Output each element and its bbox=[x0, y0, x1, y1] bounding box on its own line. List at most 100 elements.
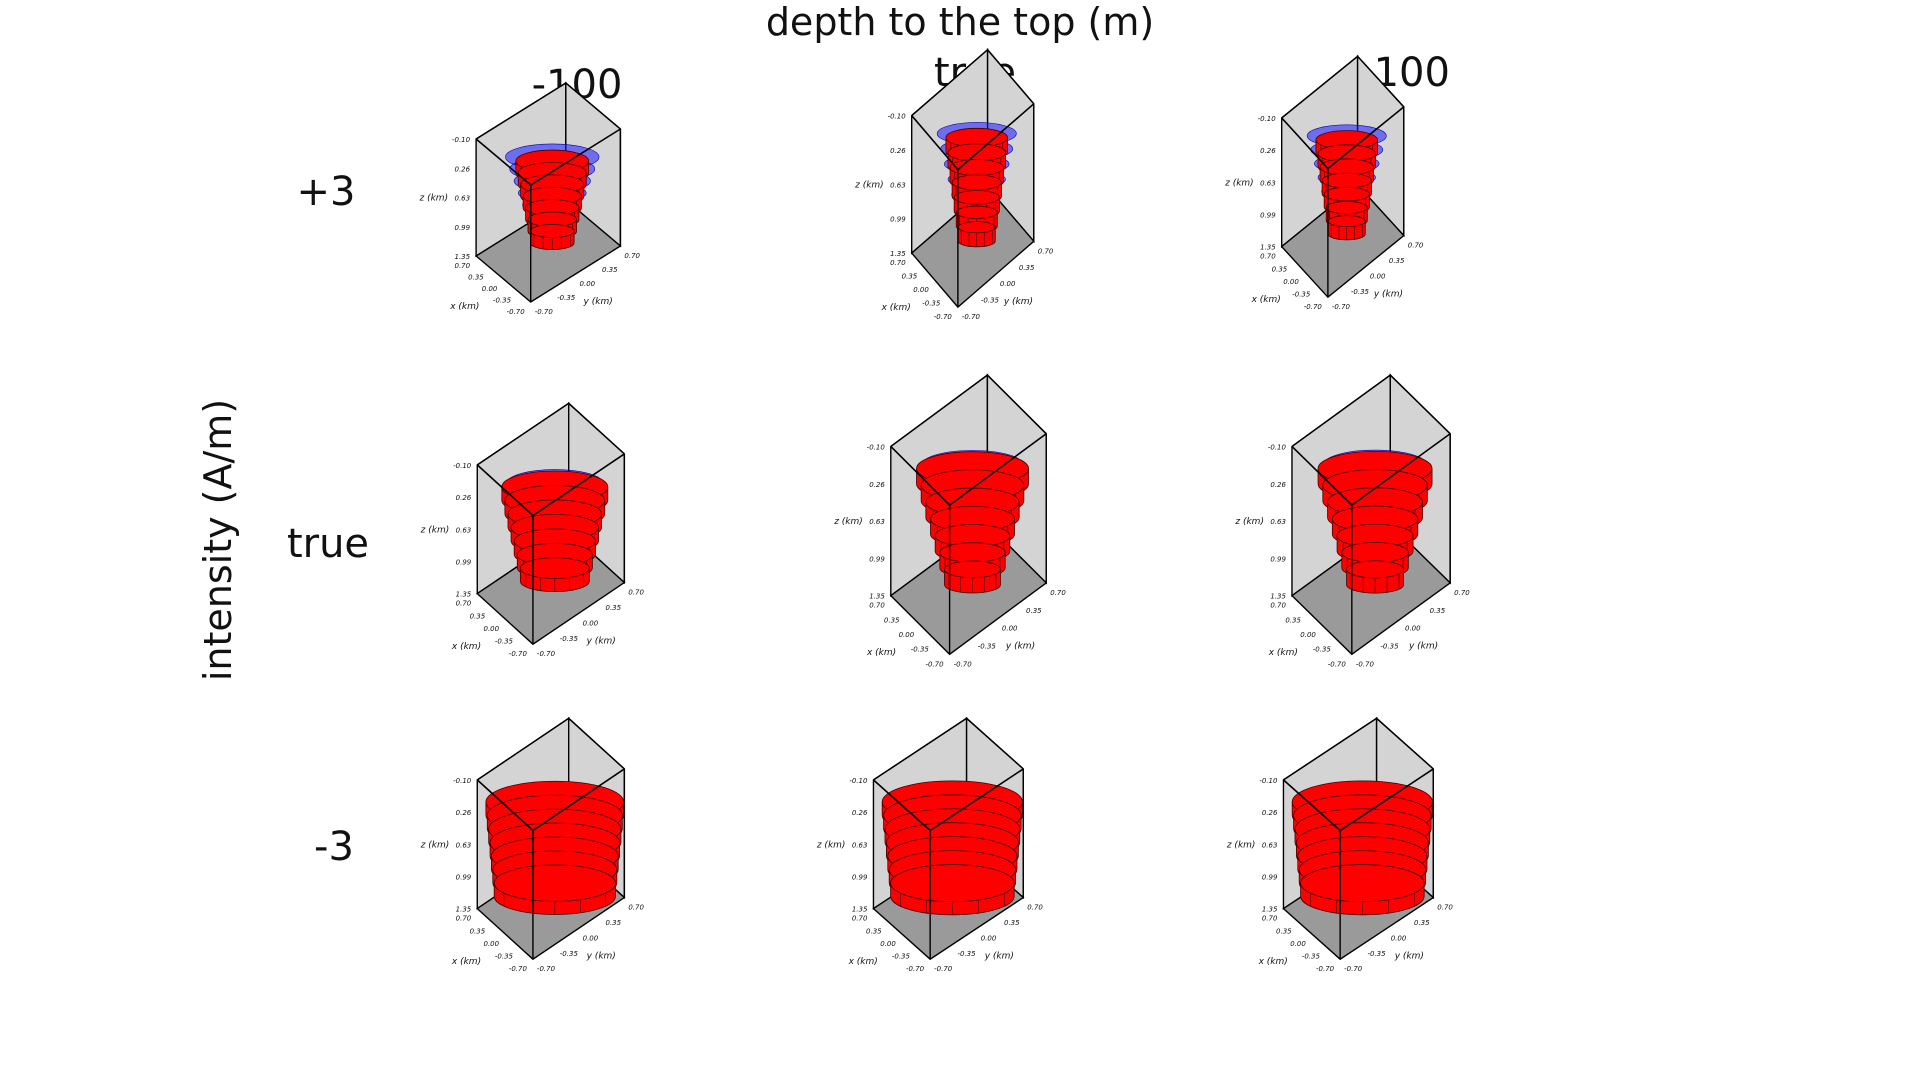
x-tick-label: 0.70 bbox=[852, 915, 868, 923]
box-top-back bbox=[873, 717, 1024, 781]
y-tick-label: -0.35 bbox=[957, 950, 976, 958]
y-tick-label: -0.35 bbox=[560, 950, 579, 958]
z-axis-label: z (km) bbox=[854, 180, 884, 190]
estimated-body-cap bbox=[1321, 172, 1372, 189]
z-tick-label: 0.99 bbox=[1262, 873, 1278, 881]
z-tick-label: 0.26 bbox=[869, 481, 885, 489]
z-tick-label: -0.10 bbox=[452, 136, 471, 144]
z-tick-label: -0.10 bbox=[1259, 777, 1278, 785]
x-tick-label: 0.70 bbox=[869, 602, 885, 610]
x-tick-label: 0.70 bbox=[1270, 602, 1286, 610]
z-tick-label: 0.63 bbox=[869, 518, 885, 526]
z-tick-label: -0.10 bbox=[849, 777, 868, 785]
x-axis-label: x (km) bbox=[1258, 957, 1288, 967]
box-top-back bbox=[1281, 55, 1405, 119]
x-tick-label: -0.70 bbox=[1316, 965, 1335, 973]
x-tick-label: -0.35 bbox=[922, 300, 941, 308]
z-tick-label: -0.10 bbox=[453, 462, 472, 470]
z-tick-label: 1.35 bbox=[1262, 906, 1278, 914]
z-tick-label: 0.99 bbox=[455, 224, 471, 232]
estimated-body-cap bbox=[944, 560, 1001, 579]
x-tick-label: -0.35 bbox=[892, 953, 911, 961]
y-tick-label: -0.70 bbox=[537, 965, 556, 973]
y-tick-label: -0.35 bbox=[557, 294, 576, 302]
y-tick-label: -0.70 bbox=[1356, 660, 1375, 668]
z-axis-label: z (km) bbox=[1226, 840, 1256, 850]
box-top-back bbox=[475, 82, 621, 140]
body-model bbox=[1306, 124, 1387, 241]
z-tick-label: -0.10 bbox=[888, 113, 907, 121]
y-tick-label: 0.00 bbox=[1000, 280, 1016, 288]
z-tick-label: 0.63 bbox=[890, 181, 906, 189]
y-axis-label: y (km) bbox=[1005, 642, 1035, 652]
y-tick-label: 0.00 bbox=[1370, 272, 1386, 280]
y-tick-label: -0.70 bbox=[934, 965, 953, 973]
body-model bbox=[1291, 780, 1433, 916]
x-axis-label: x (km) bbox=[866, 648, 896, 658]
z-tick-label: 0.26 bbox=[1262, 809, 1278, 817]
z-tick-label: 0.99 bbox=[456, 558, 472, 566]
estimated-body-cap bbox=[530, 224, 575, 238]
y-tick-label: -0.35 bbox=[981, 297, 1000, 305]
y-tick-label: 0.70 bbox=[628, 589, 644, 597]
y-tick-label: 0.00 bbox=[583, 934, 599, 942]
x-tick-label: 0.70 bbox=[456, 915, 472, 923]
z-tick-label: -0.10 bbox=[867, 443, 886, 451]
y-tick-label: -0.35 bbox=[1367, 950, 1386, 958]
x-tick-label: 0.00 bbox=[899, 631, 915, 639]
z-tick-label: 0.26 bbox=[456, 809, 472, 817]
estimated-body-cap bbox=[957, 221, 996, 234]
z-tick-label: 1.35 bbox=[1260, 244, 1276, 252]
x-tick-label: -0.35 bbox=[911, 646, 930, 654]
y-tick-label: -0.35 bbox=[1351, 288, 1370, 296]
y-tick-label: 0.00 bbox=[1002, 625, 1018, 633]
x-tick-label: 0.70 bbox=[456, 600, 472, 608]
body-model bbox=[936, 122, 1017, 248]
x-tick-label: 0.70 bbox=[1260, 253, 1276, 261]
z-axis-label: z (km) bbox=[1224, 178, 1254, 188]
panel-plus3-true: -0.100.260.630.991.35z (km)0.700.350.00-… bbox=[854, 47, 1054, 321]
y-axis-label: y (km) bbox=[1373, 289, 1403, 299]
x-tick-label: -0.35 bbox=[1292, 291, 1311, 299]
x-tick-label: -0.35 bbox=[1313, 646, 1332, 654]
z-tick-label: 1.35 bbox=[890, 250, 906, 258]
x-tick-label: 0.35 bbox=[1285, 616, 1301, 624]
x-tick-label: -0.70 bbox=[509, 650, 528, 658]
y-tick-label: 0.00 bbox=[1391, 934, 1407, 942]
z-tick-label: 0.99 bbox=[852, 873, 868, 881]
estimated-body-cap bbox=[1346, 560, 1404, 579]
y-tick-label: 0.70 bbox=[628, 904, 644, 912]
z-tick-label: 0.99 bbox=[456, 873, 472, 881]
z-tick-label: 0.63 bbox=[1262, 841, 1278, 849]
x-axis-label: x (km) bbox=[451, 957, 481, 967]
y-tick-label: -0.70 bbox=[954, 660, 973, 668]
x-tick-label: 0.35 bbox=[1276, 927, 1292, 935]
x-tick-label: 0.35 bbox=[470, 612, 486, 620]
z-tick-label: 0.99 bbox=[1260, 211, 1276, 219]
x-tick-label: -0.70 bbox=[934, 313, 953, 321]
box-top-back bbox=[476, 402, 625, 466]
y-tick-label: 0.35 bbox=[602, 266, 618, 274]
x-tick-label: 0.00 bbox=[1300, 631, 1316, 639]
estimated-body-cap bbox=[1323, 186, 1370, 202]
x-tick-label: -0.70 bbox=[1328, 660, 1347, 668]
z-tick-label: 0.26 bbox=[456, 494, 472, 502]
z-tick-label: 0.26 bbox=[1270, 481, 1286, 489]
estimated-body-cap bbox=[493, 864, 616, 902]
y-tick-label: 0.70 bbox=[1027, 904, 1043, 912]
x-tick-label: 0.00 bbox=[913, 286, 929, 294]
z-axis-label: z (km) bbox=[420, 525, 450, 535]
z-tick-label: 0.63 bbox=[1270, 518, 1286, 526]
body-model bbox=[485, 780, 625, 915]
x-axis-label: x (km) bbox=[881, 303, 911, 313]
y-tick-label: 0.35 bbox=[605, 604, 621, 612]
x-tick-label: 0.35 bbox=[470, 927, 486, 935]
z-axis-label: z (km) bbox=[1234, 517, 1264, 527]
z-tick-label: 1.35 bbox=[852, 906, 868, 914]
x-tick-label: -0.35 bbox=[495, 953, 514, 961]
estimated-body-cap bbox=[1300, 864, 1425, 903]
y-tick-label: 0.70 bbox=[624, 252, 640, 260]
z-tick-label: 0.26 bbox=[1260, 147, 1276, 155]
estimated-body-cap bbox=[890, 864, 1015, 903]
z-tick-label: 0.26 bbox=[852, 809, 868, 817]
